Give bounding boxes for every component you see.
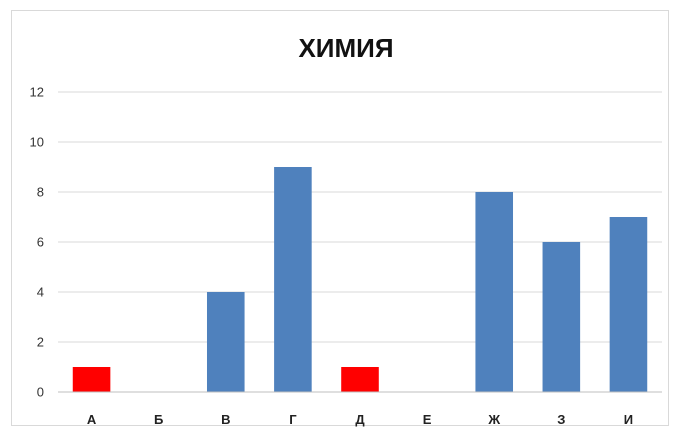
bar-5: [341, 367, 379, 392]
x-tick-label: Ж: [487, 412, 500, 427]
x-tick-label: Б: [154, 412, 163, 427]
y-tick-label: 2: [37, 335, 44, 350]
x-tick-label: Д: [355, 412, 365, 427]
bar-1: [72, 367, 111, 392]
x-tick-label: Г: [289, 412, 297, 427]
y-axis-ticks: 0 2 4 6 8 10 12: [30, 85, 44, 400]
y-tick-label: 0: [37, 385, 44, 400]
x-axis-ticks: А Б В Г Д Е Ж З И: [87, 412, 633, 427]
y-tick-label: 12: [30, 85, 44, 100]
y-tick-label: 4: [37, 285, 44, 300]
bar-3: [206, 292, 245, 392]
x-tick-label: И: [624, 412, 633, 427]
y-tick-label: 8: [37, 185, 44, 200]
bar-7: [475, 192, 514, 392]
y-tick-label: 6: [37, 235, 44, 250]
y-tick-label: 10: [30, 135, 44, 150]
x-tick-label: З: [557, 412, 565, 427]
bar-9: [609, 217, 648, 392]
chart-title: ХИМИЯ: [298, 33, 393, 63]
bars: [72, 167, 648, 392]
x-tick-label: А: [87, 412, 97, 427]
x-tick-label: Е: [423, 412, 432, 427]
bar-8: [542, 242, 581, 392]
bar-4: [274, 167, 312, 392]
x-tick-label: В: [221, 412, 230, 427]
